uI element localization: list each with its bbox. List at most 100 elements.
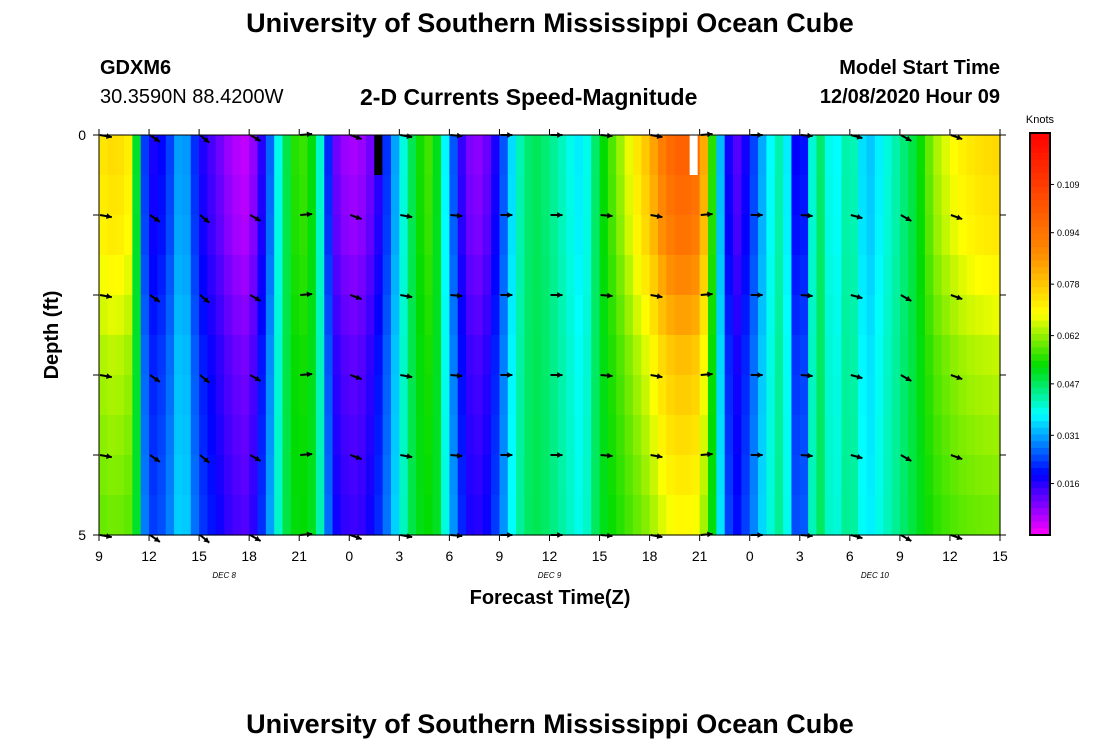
heatmap-cell <box>265 215 275 256</box>
colorbar-swatch <box>1030 313 1050 322</box>
heatmap-cell <box>899 335 909 376</box>
heatmap-cell <box>532 375 542 416</box>
heatmap-cell <box>99 255 108 296</box>
current-vector-head <box>355 294 362 300</box>
heatmap-cell <box>899 495 909 536</box>
heatmap-cell <box>349 175 359 216</box>
heatmap-cell <box>682 495 692 536</box>
heatmap-cell <box>307 335 317 376</box>
heatmap-cell <box>115 295 125 336</box>
heatmap-cell <box>858 215 868 256</box>
heatmap-cell <box>949 415 959 456</box>
heatmap-cell <box>933 295 943 336</box>
x-axis-label: Forecast Time(Z) <box>470 587 631 609</box>
heatmap-cell <box>966 255 976 296</box>
heatmap-cell <box>924 455 934 496</box>
heatmap-cell <box>657 255 667 296</box>
heatmap-cell <box>808 255 818 296</box>
heatmap-cell <box>416 295 425 336</box>
heatmap-cell <box>466 135 476 176</box>
heatmap-cell <box>532 455 542 496</box>
current-vector-head <box>153 296 160 302</box>
heatmap-cell <box>315 215 325 256</box>
heatmap-cell <box>115 455 125 496</box>
colorbar-swatch <box>1030 200 1050 208</box>
heatmap-cell <box>307 215 317 256</box>
heatmap-cell <box>983 455 993 496</box>
colorbar-swatch <box>1030 146 1050 154</box>
heatmap-cell <box>240 495 250 536</box>
heatmap-cell <box>474 495 484 536</box>
heatmap-cell <box>849 455 859 496</box>
heatmap-cell <box>424 255 434 296</box>
heatmap-cell <box>566 415 576 456</box>
heatmap-cell <box>507 455 517 496</box>
heatmap-cell <box>482 495 492 536</box>
heatmap-cell <box>824 255 834 296</box>
heatmap-cell <box>190 415 200 456</box>
heatmap-cell <box>866 375 876 416</box>
heatmap-cell <box>741 175 751 216</box>
heatmap-cell <box>833 215 843 256</box>
heatmap-cell <box>808 495 818 536</box>
heatmap-cell <box>541 295 551 336</box>
heatmap-cell <box>607 175 617 216</box>
heatmap-cell <box>99 455 108 496</box>
heatmap-cell <box>307 415 317 456</box>
heatmap-cell <box>958 335 968 376</box>
heatmap-cell <box>799 335 809 376</box>
heatmap-cell <box>416 335 425 376</box>
heatmap-cell <box>808 415 818 456</box>
heatmap-cell <box>657 175 667 216</box>
heatmap-cell <box>140 215 150 256</box>
heatmap-cell <box>249 335 259 376</box>
heatmap-cell <box>240 415 250 456</box>
current-vector-head <box>203 137 210 143</box>
day-label: DEC 8 <box>212 571 236 580</box>
x-tick-label: 3 <box>796 548 804 564</box>
heatmap-cell <box>165 215 175 256</box>
heatmap-cell <box>916 135 926 176</box>
heatmap-cell <box>274 255 284 296</box>
heatmap-cell <box>149 255 158 296</box>
heatmap-cell <box>607 455 617 496</box>
heatmap-cell <box>99 495 108 536</box>
heatmap-cell <box>849 295 859 336</box>
current-vector-head <box>757 292 763 298</box>
heatmap-cell <box>616 295 626 336</box>
heatmap-cell <box>324 335 334 376</box>
heatmap-cell <box>674 375 684 416</box>
heatmap-cell <box>991 135 1001 176</box>
heatmap-cell <box>833 455 843 496</box>
heatmap-cell <box>482 135 492 176</box>
heatmap-cell <box>265 255 275 296</box>
heatmap-cell <box>524 335 534 376</box>
current-vector-head <box>254 295 261 301</box>
heatmap-cell <box>474 255 484 296</box>
heatmap-cell <box>332 255 342 296</box>
heatmap-cell <box>824 495 834 536</box>
heatmap-cell <box>407 335 417 376</box>
colorbar-swatch <box>1030 508 1050 516</box>
heatmap-cell <box>199 135 209 176</box>
heatmap-cell <box>282 255 292 296</box>
heatmap-cell <box>666 335 676 376</box>
current-vector-head <box>153 376 160 382</box>
heatmap-cell <box>816 495 826 536</box>
heatmap-cell <box>758 295 767 336</box>
heatmap-cell <box>390 175 400 216</box>
heatmap-cell <box>891 175 901 216</box>
heatmap-cell <box>149 335 158 376</box>
heatmap-cell <box>182 455 192 496</box>
heatmap-cell <box>232 495 242 536</box>
heatmap-cell <box>582 415 592 456</box>
heatmap-cell <box>682 295 692 336</box>
heatmap-cell <box>140 415 150 456</box>
heatmap-cell <box>524 455 534 496</box>
heatmap-cell <box>482 375 492 416</box>
heatmap-cell <box>299 295 309 336</box>
heatmap-cell <box>799 415 809 456</box>
heatmap-cell <box>924 135 934 176</box>
heatmap-cell <box>674 255 684 296</box>
heatmap-cell <box>607 215 617 256</box>
